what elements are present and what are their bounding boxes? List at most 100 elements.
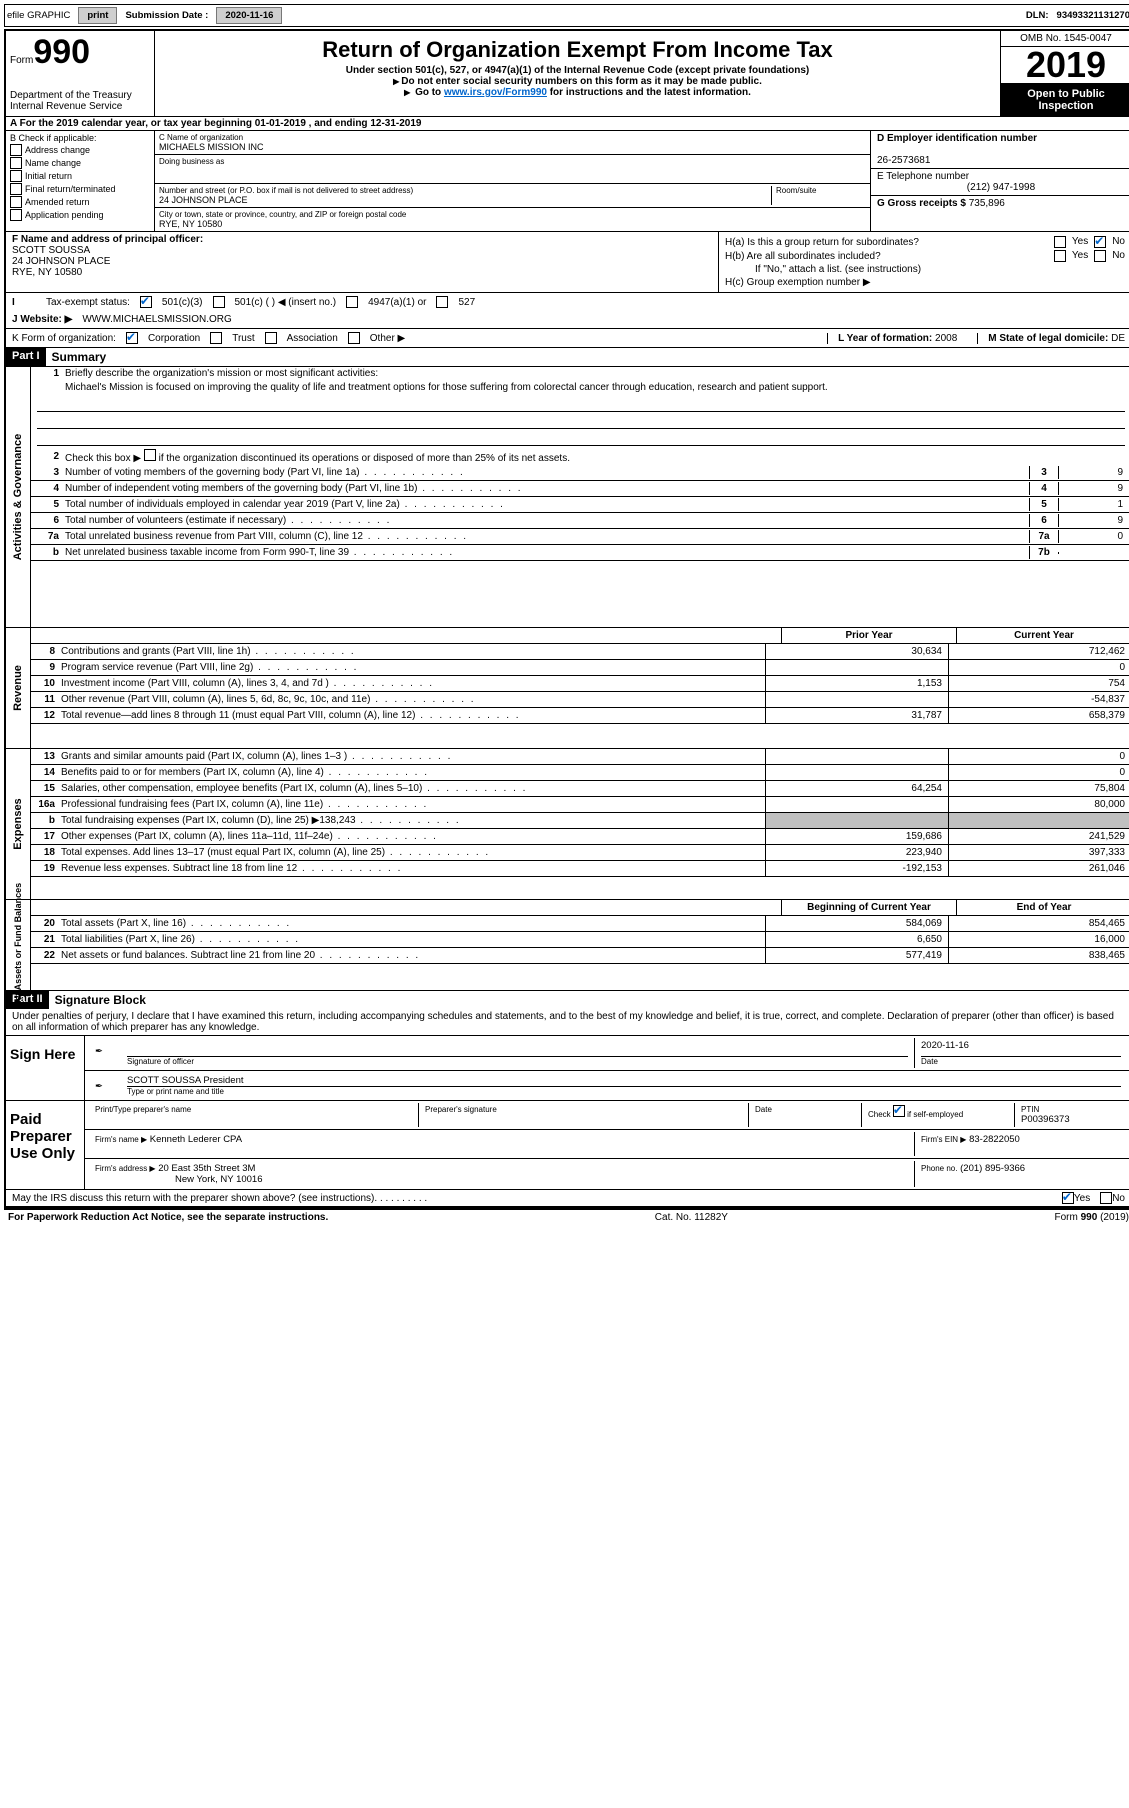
col-b-header: B Check if applicable: (10, 133, 150, 143)
gross-receipts-label: G Gross receipts $ (877, 198, 966, 209)
4947-checkbox[interactable] (346, 296, 358, 308)
phone-label: E Telephone number (877, 171, 969, 182)
header-right: OMB No. 1545-0047 2019 Open to Public In… (1000, 31, 1129, 116)
form-title: Return of Organization Exempt From Incom… (159, 37, 996, 63)
checkbox[interactable] (10, 170, 22, 182)
firm-ein: 83-2822050 (969, 1134, 1020, 1145)
officer-label: F Name and address of principal officer: (12, 234, 203, 245)
gov-line: 7aTotal unrelated business revenue from … (31, 529, 1129, 545)
data-line: 13Grants and similar amounts paid (Part … (31, 749, 1129, 765)
ptin-label: PTIN (1021, 1105, 1121, 1114)
section-bcde: B Check if applicable: Address changeNam… (6, 131, 1129, 232)
part1-title: Summary (46, 348, 113, 366)
colb-option: Application pending (10, 209, 150, 221)
header-left: Form990 Department of the Treasury Inter… (6, 31, 155, 116)
sidebar-net-assets: Net Assets or Fund Balances (13, 883, 23, 1007)
tax-year: 2019 (1001, 47, 1129, 84)
firm-phone-label: Phone no. (921, 1164, 957, 1173)
data-line: 22Net assets or fund balances. Subtract … (31, 948, 1129, 964)
org-name-label: C Name of organization (159, 133, 866, 142)
form-page-label: Form 990 (2019) (1055, 1212, 1129, 1223)
trust-checkbox[interactable] (210, 332, 222, 344)
checkbox[interactable] (10, 209, 22, 221)
dln-value: 93493321131270 (1057, 10, 1129, 21)
col-b-checkboxes: B Check if applicable: Address changeNam… (6, 131, 155, 231)
dln-label: DLN: (1026, 10, 1049, 21)
street-address: 24 JOHNSON PLACE (159, 195, 771, 205)
irs-link[interactable]: www.irs.gov/Form990 (444, 87, 547, 98)
row-j-website: J Website: ▶ WWW.MICHAELSMISSION.ORG (6, 311, 1129, 329)
form-word: Form (10, 55, 33, 66)
checkbox[interactable] (10, 196, 22, 208)
firm-addr-label: Firm's address ▶ (95, 1164, 156, 1173)
hb-label: H(b) Are all subordinates included? (725, 251, 881, 262)
sig-officer-label: Signature of officer (127, 1057, 908, 1066)
data-line: 11Other revenue (Part VIII, column (A), … (31, 692, 1129, 708)
penalty-text: Under penalties of perjury, I declare th… (6, 1009, 1129, 1036)
assoc-checkbox[interactable] (265, 332, 277, 344)
org-name: MICHAELS MISSION INC (159, 142, 866, 152)
firm-addr1: 20 East 35th Street 3M (158, 1163, 255, 1174)
officer-addr1: 24 JOHNSON PLACE (12, 256, 110, 267)
header-center: Return of Organization Exempt From Incom… (155, 31, 1000, 116)
dba-label: Doing business as (159, 157, 866, 166)
ptin-value: P00396373 (1021, 1114, 1121, 1125)
firm-ein-label: Firm's EIN ▶ (921, 1135, 966, 1144)
self-employed-checkbox[interactable] (893, 1105, 905, 1117)
discuss-yes-checkbox[interactable] (1062, 1192, 1074, 1204)
paperwork-notice: For Paperwork Reduction Act Notice, see … (8, 1212, 328, 1223)
prior-year-header: Prior Year (781, 628, 956, 643)
pen-icon: ✒ (95, 1081, 103, 1092)
form-container: Form990 Department of the Treasury Inter… (4, 29, 1129, 1210)
section-expenses: Expenses 13Grants and similar amounts pa… (6, 749, 1129, 900)
row-k-org-form: K Form of organization: Corporation Trus… (6, 329, 1129, 348)
corp-checkbox[interactable] (126, 332, 138, 344)
officer-print-name: SCOTT SOUSSA President (127, 1075, 1121, 1087)
year-formation-label: L Year of formation: (838, 333, 932, 344)
efile-label: efile GRAPHIC (7, 10, 70, 21)
col-de: D Employer identification number 26-2573… (871, 131, 1129, 231)
sidebar-governance: Activities & Governance (12, 434, 24, 561)
checkbox[interactable] (10, 183, 22, 195)
hb-yes-checkbox[interactable] (1054, 250, 1066, 262)
hb-no-checkbox[interactable] (1094, 250, 1106, 262)
addr-label: Number and street (or P.O. box if mail i… (159, 186, 771, 195)
print-button[interactable]: print (78, 7, 117, 24)
part2-header-row: Part II Signature Block (6, 991, 1129, 1009)
part2-title: Signature Block (49, 991, 152, 1009)
501c-checkbox[interactable] (213, 296, 225, 308)
ein-value: 26-2573681 (877, 155, 930, 166)
city-label: City or town, state or province, country… (159, 210, 866, 219)
checkbox[interactable] (10, 157, 22, 169)
gov-line: 6Total number of volunteers (estimate if… (31, 513, 1129, 529)
part1-header-row: Part I Summary (6, 348, 1129, 367)
mission-text: Michael's Mission is focused on improvin… (31, 380, 1129, 395)
line2-checkbox[interactable] (144, 449, 156, 461)
colb-option: Initial return (10, 170, 150, 182)
gov-line: 4Number of independent voting members of… (31, 481, 1129, 497)
ha-label: H(a) Is this a group return for subordin… (725, 237, 919, 248)
ha-yes-checkbox[interactable] (1054, 236, 1066, 248)
discuss-question: May the IRS discuss this return with the… (12, 1193, 374, 1204)
501c3-checkbox[interactable] (140, 296, 152, 308)
current-year-header: Current Year (956, 628, 1129, 643)
sign-here-label: Sign Here (6, 1036, 85, 1100)
data-line: 12Total revenue—add lines 8 through 11 (… (31, 708, 1129, 724)
527-checkbox[interactable] (436, 296, 448, 308)
checkbox[interactable] (10, 144, 22, 156)
data-line: 16aProfessional fundraising fees (Part I… (31, 797, 1129, 813)
underline (37, 397, 1125, 412)
data-line: 21Total liabilities (Part X, line 26)6,6… (31, 932, 1129, 948)
other-checkbox[interactable] (348, 332, 360, 344)
ha-no-checkbox[interactable] (1094, 236, 1106, 248)
data-line: 20Total assets (Part X, line 16)584,0698… (31, 916, 1129, 932)
data-line: 10Investment income (Part VIII, column (… (31, 676, 1129, 692)
data-line: 14Benefits paid to or for members (Part … (31, 765, 1129, 781)
data-line: bTotal fundraising expenses (Part IX, co… (31, 813, 1129, 829)
submission-date-label: Submission Date : (125, 10, 208, 21)
form-subtitle: Under section 501(c), 527, or 4947(a)(1)… (159, 65, 996, 76)
discuss-row: May the IRS discuss this return with the… (6, 1190, 1129, 1208)
discuss-no-checkbox[interactable] (1100, 1192, 1112, 1204)
gross-receipts-value: 735,896 (969, 198, 1005, 209)
room-label: Room/suite (776, 186, 866, 195)
